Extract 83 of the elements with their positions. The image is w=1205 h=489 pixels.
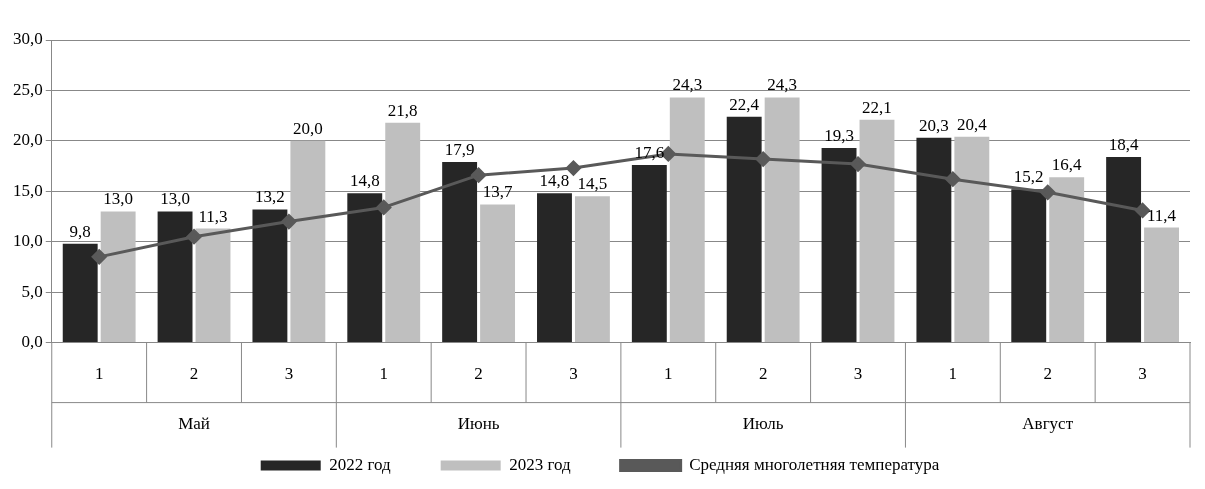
data-label: 11,3: [198, 206, 228, 226]
data-label: 17,9: [444, 140, 475, 160]
legend-label: Средняя многолетняя температура: [689, 454, 940, 474]
legend-label: 2023 год: [509, 454, 571, 474]
point: [471, 167, 487, 183]
x-tick-label: 3: [1138, 364, 1147, 384]
data-label: 14,5: [577, 174, 608, 194]
text: Июнь: [457, 414, 500, 434]
bar: [764, 97, 800, 343]
bar: [252, 209, 288, 343]
data-label: 9,8: [69, 221, 91, 241]
bar: [669, 97, 705, 343]
bar: [195, 228, 231, 343]
data-label: 20,4: [956, 114, 988, 134]
bar: [631, 165, 667, 343]
x-tick-label: 3: [853, 364, 863, 384]
y-tick-label: 20,0: [13, 130, 43, 150]
y-tick-label: 30,0: [13, 29, 43, 49]
bar: [821, 147, 857, 343]
data-label: 19,3: [824, 125, 854, 145]
data-label: 22,4: [729, 94, 760, 114]
data-label: 24,3: [767, 75, 797, 95]
data-label: 13,0: [160, 189, 190, 209]
data-label: 13,0: [103, 189, 134, 209]
x-tick-label: 2: [189, 364, 199, 384]
bar: [916, 137, 952, 343]
x-tick-label: 2: [758, 364, 768, 384]
data-label: 20,3: [919, 115, 949, 135]
x-tick-label: 1: [948, 364, 958, 384]
bar: [385, 122, 421, 343]
point: [945, 171, 961, 187]
point: [281, 214, 297, 230]
bar: [347, 193, 383, 343]
y-tick-label: 25,0: [13, 79, 43, 99]
data-label: 20,0: [292, 118, 323, 138]
point: [91, 249, 107, 265]
data-label: 14,8: [539, 171, 570, 191]
data-label: 18,4: [1108, 134, 1139, 154]
bar: [859, 119, 895, 343]
bar: [290, 140, 326, 343]
point: [565, 160, 581, 176]
text: Август: [1022, 414, 1074, 434]
bar: [1106, 157, 1142, 343]
bar: [100, 211, 136, 343]
bar: [157, 211, 193, 343]
bar: [574, 196, 610, 343]
text: Июль: [742, 414, 784, 434]
text: Май: [178, 414, 210, 434]
point: [755, 151, 771, 167]
bar: [442, 162, 478, 343]
x-tick-label: 1: [379, 364, 388, 384]
x-tick-label: 1: [664, 364, 673, 384]
y-tick-label: 15,0: [13, 180, 43, 200]
x-tick-label: 2: [1043, 364, 1052, 384]
bar: [1049, 177, 1085, 343]
point: [850, 156, 866, 172]
legend-label: 2022 год: [329, 454, 392, 474]
data-label: 21,8: [387, 100, 418, 120]
x-tick-label: 1: [94, 364, 104, 384]
bar: [1144, 227, 1179, 343]
data-label: 13,2: [255, 187, 285, 207]
bar: [954, 136, 990, 343]
point: [376, 199, 392, 215]
data-label: 24,3: [672, 75, 703, 95]
bar: [480, 204, 516, 343]
bar: [537, 193, 572, 343]
bar: [62, 243, 98, 343]
y-tick-label: 0,0: [21, 332, 43, 352]
point: [1040, 184, 1056, 200]
x-tick-label: 2: [474, 364, 483, 384]
x-tick-label: 3: [569, 364, 578, 384]
y-tick-label: 10,0: [13, 231, 43, 251]
y-tick-label: 5,0: [21, 281, 43, 301]
data-label: 13,7: [482, 182, 513, 202]
bar: [1011, 189, 1047, 343]
data-label: 22,1: [862, 97, 892, 117]
point: [186, 229, 202, 245]
bar: [726, 116, 762, 343]
x-tick-label: 3: [284, 364, 294, 384]
data-label: 14,8: [349, 171, 380, 191]
data-label: 16,4: [1051, 155, 1083, 175]
data-label: 11,4: [1146, 205, 1177, 225]
data-label: 15,2: [1013, 167, 1044, 187]
